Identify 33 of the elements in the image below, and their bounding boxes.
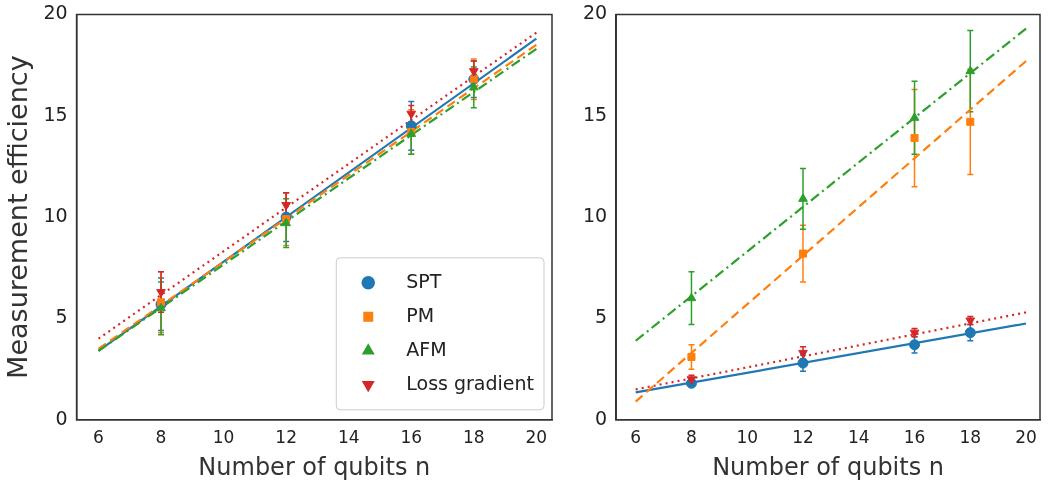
x-axis-title: Number of qubits n xyxy=(712,452,945,481)
x-tick-label: 10 xyxy=(212,427,235,448)
x-tick-label: 12 xyxy=(275,427,297,448)
y-tick-label: 0 xyxy=(55,406,68,429)
legend-label: Loss gradient xyxy=(406,371,534,394)
x-tick-label: 14 xyxy=(847,427,870,448)
x-axis-title: Number of qubits n xyxy=(198,452,431,481)
x-tick-label: 18 xyxy=(959,427,982,448)
x-tick-label: 16 xyxy=(903,427,926,448)
y-tick-label: 15 xyxy=(43,102,68,125)
x-tick-label: 6 xyxy=(630,427,642,448)
legend-label: SPT xyxy=(406,269,442,292)
x-tick-label: 16 xyxy=(400,427,423,448)
y-tick-label: 10 xyxy=(582,204,608,227)
x-tick-label: 12 xyxy=(792,427,814,448)
x-tick-label: 20 xyxy=(525,427,548,448)
x-tick-label: 8 xyxy=(686,427,697,448)
y-tick-label: 5 xyxy=(55,305,68,328)
y-tick-label: 10 xyxy=(43,204,68,227)
y-tick-label: 20 xyxy=(43,1,68,24)
x-tick-label: 10 xyxy=(736,427,759,448)
y-tick-label: 5 xyxy=(595,305,608,328)
y-tick-label: 15 xyxy=(582,102,608,125)
x-tick-label: 14 xyxy=(337,427,360,448)
y-axis-title: Measurement efficiency xyxy=(2,55,34,379)
legend-label: AFM xyxy=(406,337,447,360)
legend-label: PM xyxy=(406,303,435,326)
x-tick-label: 18 xyxy=(462,427,485,448)
x-tick-label: 8 xyxy=(155,427,167,448)
y-tick-label: 20 xyxy=(582,1,608,24)
y-tick-label: 0 xyxy=(595,406,608,429)
x-tick-label: 20 xyxy=(1015,427,1037,448)
x-tick-label: 6 xyxy=(93,427,104,448)
